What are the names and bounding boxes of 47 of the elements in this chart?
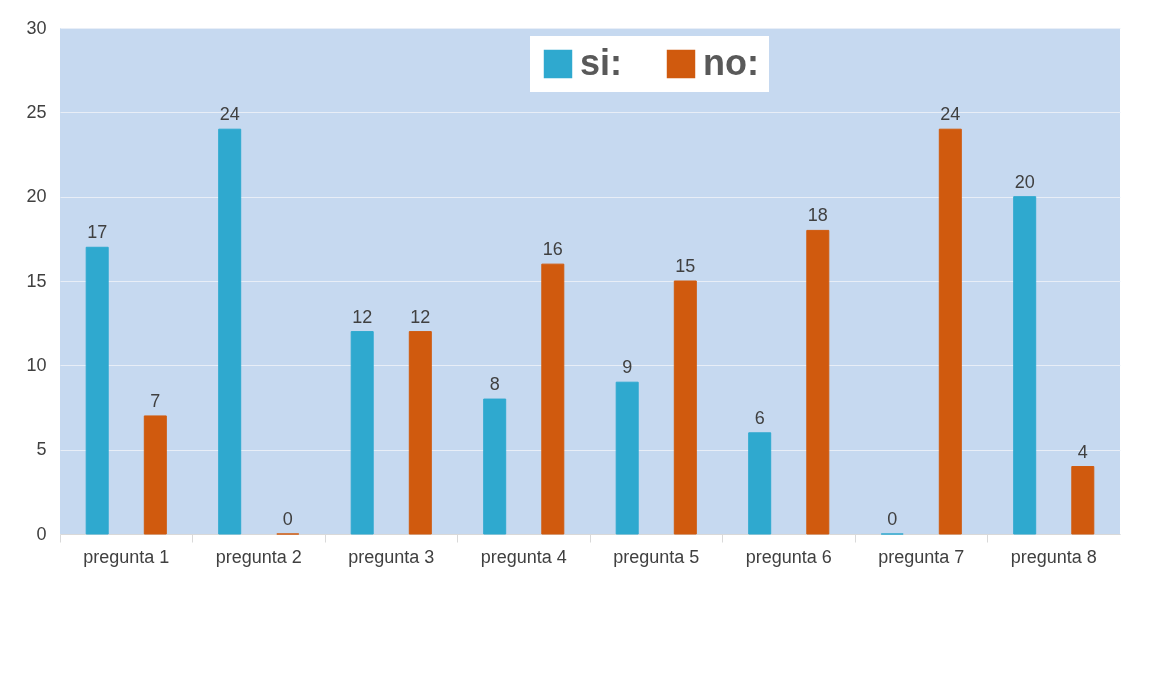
x-tick-label: pregunta 3 [348, 546, 435, 567]
bar [143, 415, 167, 535]
data-label: 12 [410, 306, 431, 327]
data-label: 24 [219, 104, 240, 125]
data-label: 6 [754, 407, 765, 428]
x-tick-label: pregunta 4 [480, 546, 567, 567]
data-label: 9 [622, 357, 633, 378]
legend-label: si: [580, 42, 623, 83]
y-tick-label: 5 [36, 439, 47, 460]
data-label: 0 [887, 509, 898, 529]
bar [483, 398, 507, 535]
bar [1013, 196, 1037, 535]
data-label: 8 [489, 374, 500, 395]
x-tick-label: pregunta 2 [215, 546, 302, 567]
x-tick-label: pregunta 6 [745, 546, 832, 567]
data-label: 0 [282, 509, 293, 529]
data-label: 16 [542, 239, 563, 260]
bar [615, 381, 639, 535]
bar [218, 128, 242, 535]
bar [673, 280, 697, 535]
data-label: 15 [675, 256, 696, 276]
x-tick-label: pregunta 1 [83, 546, 170, 567]
data-label: 7 [150, 390, 161, 411]
bar [85, 246, 109, 535]
legend-label: no: [703, 42, 759, 83]
bar [408, 331, 432, 535]
data-label: 4 [1077, 441, 1088, 462]
y-tick-label: 10 [26, 354, 47, 375]
data-label: 20 [1014, 171, 1035, 192]
bar [350, 331, 374, 535]
data-label: 24 [940, 104, 961, 125]
x-tick-label: pregunta 8 [1010, 546, 1097, 567]
bar [1071, 466, 1095, 535]
data-label: 12 [352, 306, 373, 327]
bar [806, 229, 830, 535]
data-label: 17 [87, 222, 108, 243]
bar [938, 128, 962, 535]
data-label: 18 [807, 205, 828, 226]
x-tick-label: pregunta 5 [613, 546, 700, 567]
y-tick-label: 20 [26, 186, 47, 207]
bar [748, 432, 772, 535]
y-tick-label: 0 [36, 523, 47, 544]
bar [541, 263, 565, 535]
x-tick-label: pregunta 7 [878, 546, 965, 567]
y-tick-label: 15 [26, 270, 47, 291]
y-tick-label: 30 [26, 17, 47, 38]
y-tick-label: 25 [26, 101, 47, 122]
